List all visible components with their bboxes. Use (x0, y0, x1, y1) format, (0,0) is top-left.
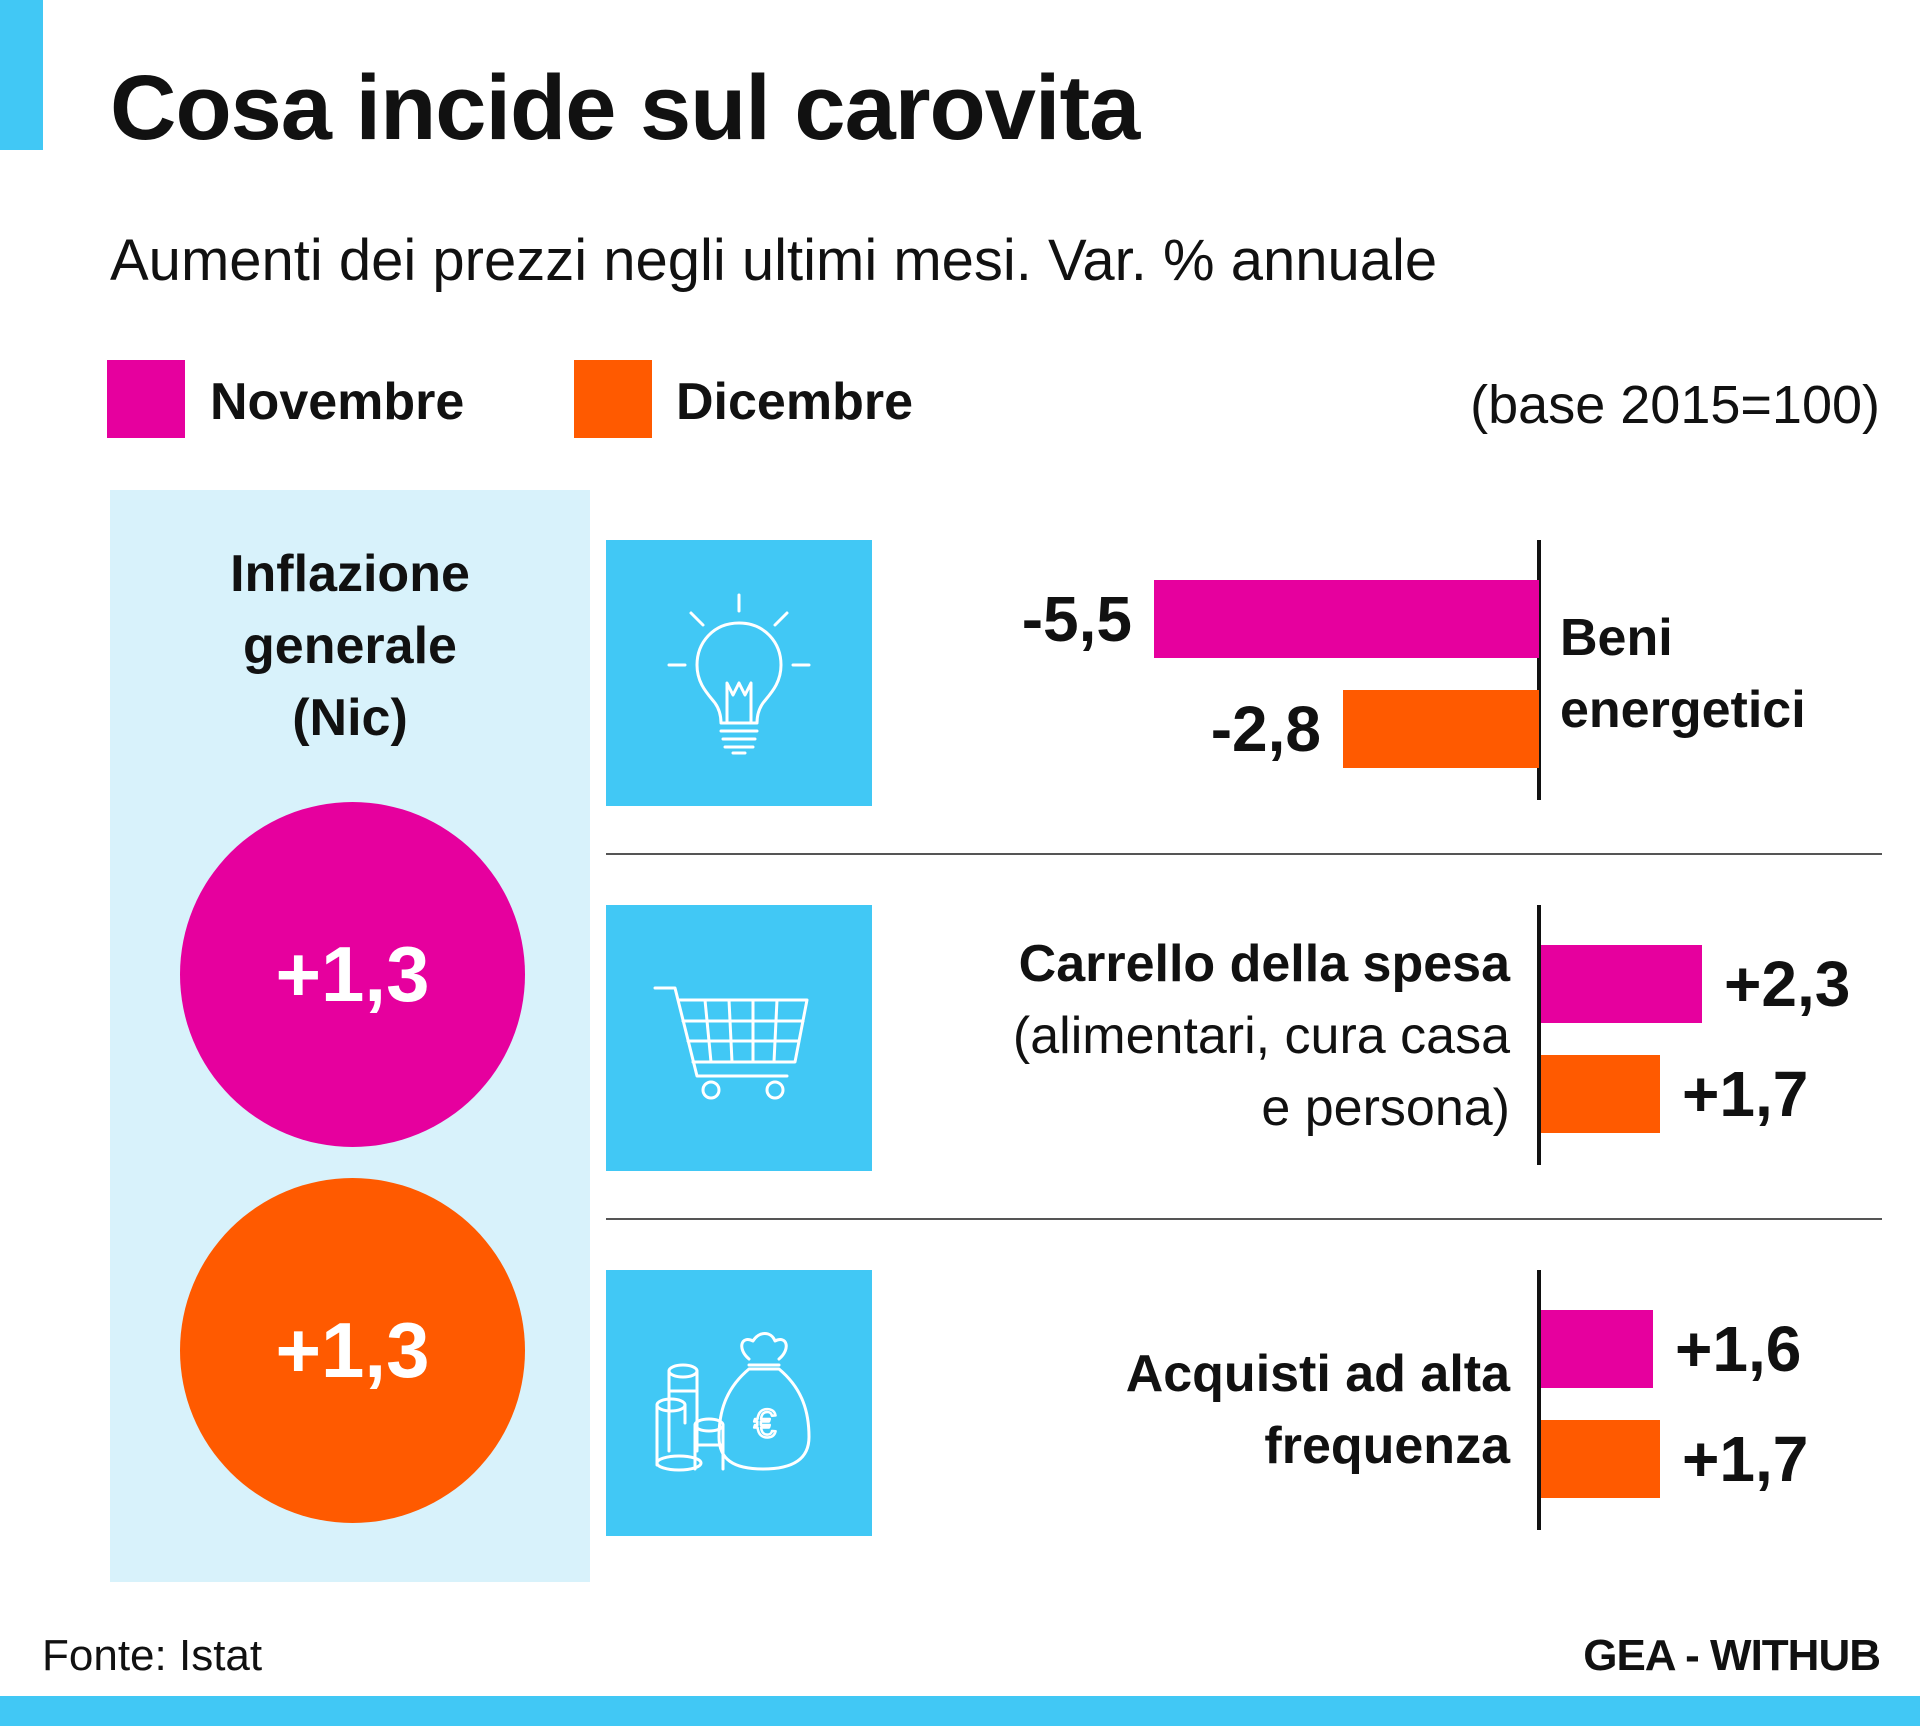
category-label-line: frequenza (1264, 1417, 1510, 1475)
legend-label-novembre: Novembre (210, 373, 465, 431)
legend-swatch-novembre (107, 360, 185, 438)
source-note: Fonte: Istat (42, 1631, 263, 1680)
bar-carrello-della-spesa-novembre (1541, 945, 1702, 1023)
category-label-line: e persona) (1261, 1079, 1510, 1137)
section-divider (606, 853, 1882, 855)
category-label-line: energetici (1560, 681, 1806, 739)
general-inflation-title-line: generale (243, 617, 457, 675)
purchases-icon-box: € (606, 1270, 872, 1536)
cart-icon-box (606, 905, 872, 1171)
energy-icon-box (606, 540, 872, 806)
data-label-carrello-della-spesa-dicembre: +1,7 (1682, 1058, 1808, 1130)
inflation-novembre-circle: +1,3 (180, 802, 525, 1147)
category-label-beni-energetici: Beni energetici (1560, 602, 1806, 746)
shopping-cart-icon (653, 986, 809, 1100)
legend-label-dicembre: Dicembre (676, 373, 913, 431)
chart-title: Cosa incide sul carovita (110, 57, 1140, 159)
inflation-novembre-value: +1,3 (275, 930, 430, 1018)
bar-acquisti-ad-alta-dicembre (1541, 1420, 1660, 1498)
bar-acquisti-ad-alta-novembre (1541, 1310, 1653, 1388)
general-inflation-panel: Inflazione generale (Nic) +1,3 +1,3 (110, 490, 590, 1582)
inflation-dicembre-circle: +1,3 (180, 1178, 525, 1523)
credit: GEA - WITHUB (1583, 1631, 1881, 1680)
category-label-line: Acquisti ad alta (1125, 1345, 1510, 1403)
bar-beni-energetici-novembre (1154, 580, 1539, 658)
bar-chart: -5,5 -2,8 +2,3 +1,7 +1,6 +1,7 (1022, 540, 1850, 1530)
chart-subtitle: Aumenti dei prezzi negli ultimi mesi. Va… (110, 228, 1438, 293)
data-label-acquisti-ad-alta-novembre: +1,6 (1675, 1313, 1801, 1385)
money-bag-coins-icon: € (655, 1332, 811, 1472)
general-inflation-title-line: Inflazione (230, 545, 470, 603)
category-label-acquisti: Acquisti ad alta frequenza (1126, 1338, 1510, 1482)
accent-bar (0, 0, 43, 150)
inflation-dicembre-value: +1,3 (275, 1306, 430, 1394)
bar-beni-energetici-dicembre (1343, 690, 1539, 768)
legend-swatch-dicembre (574, 360, 652, 438)
category-label-line: (alimentari, cura casa (1012, 1007, 1510, 1065)
data-label-beni-energetici-dicembre: -2,8 (1211, 693, 1321, 765)
data-label-beni-energetici-novembre: -5,5 (1022, 583, 1132, 655)
light-bulb-icon (667, 593, 811, 755)
data-label-acquisti-ad-alta-dicembre: +1,7 (1682, 1423, 1808, 1495)
general-inflation-title: Inflazione generale (Nic) (110, 538, 590, 754)
svg-text:€: € (754, 1402, 776, 1446)
general-inflation-title-line: (Nic) (292, 689, 408, 747)
section-divider (606, 1218, 1882, 1220)
bottom-accent-bar (0, 1696, 1920, 1726)
bar-carrello-della-spesa-dicembre (1541, 1055, 1660, 1133)
category-label-line: Beni (1560, 609, 1673, 667)
base-note: (base 2015=100) (1470, 375, 1880, 435)
category-label-carrello: Carrello della spesa (alimentari, cura c… (1013, 928, 1510, 1144)
category-label-line: Carrello della spesa (1018, 935, 1510, 993)
data-label-carrello-della-spesa-novembre: +2,3 (1724, 948, 1850, 1020)
